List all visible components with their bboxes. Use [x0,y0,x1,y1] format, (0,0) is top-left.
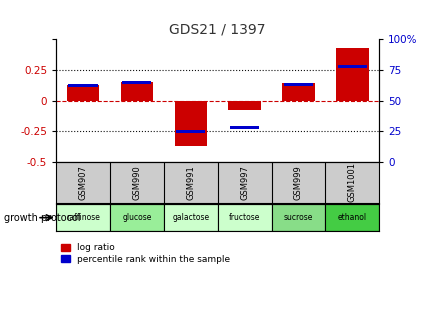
Bar [283,83,312,86]
Bar [217,204,271,231]
Text: galactose: galactose [172,213,209,222]
Bar [325,204,378,231]
Bar [271,204,325,231]
Title: GDS21 / 1397: GDS21 / 1397 [169,23,265,37]
Bar [174,101,206,146]
Text: GSM999: GSM999 [293,165,302,200]
Bar [335,48,368,101]
Legend: log ratio, percentile rank within the sample: log ratio, percentile rank within the sa… [60,243,229,264]
Bar [56,204,110,231]
Bar [176,130,205,133]
Text: glucose: glucose [122,213,151,222]
Bar [163,204,217,231]
Bar [122,81,151,84]
Text: GSM1001: GSM1001 [347,162,356,202]
Bar [230,126,258,129]
Bar [228,101,260,111]
Text: GSM991: GSM991 [186,165,195,200]
Text: growth protocol: growth protocol [4,213,81,223]
Text: GSM997: GSM997 [240,165,249,200]
Text: GSM990: GSM990 [132,165,141,200]
Bar [282,83,314,101]
Bar [120,82,153,101]
Text: sucrose: sucrose [283,213,313,222]
Text: fructose: fructose [228,213,260,222]
Text: raffinose: raffinose [66,213,100,222]
Bar [67,85,99,101]
Bar [337,65,366,68]
Text: GSM907: GSM907 [78,165,87,200]
Text: ethanol: ethanol [337,213,366,222]
Bar [110,204,163,231]
Bar [68,84,97,87]
